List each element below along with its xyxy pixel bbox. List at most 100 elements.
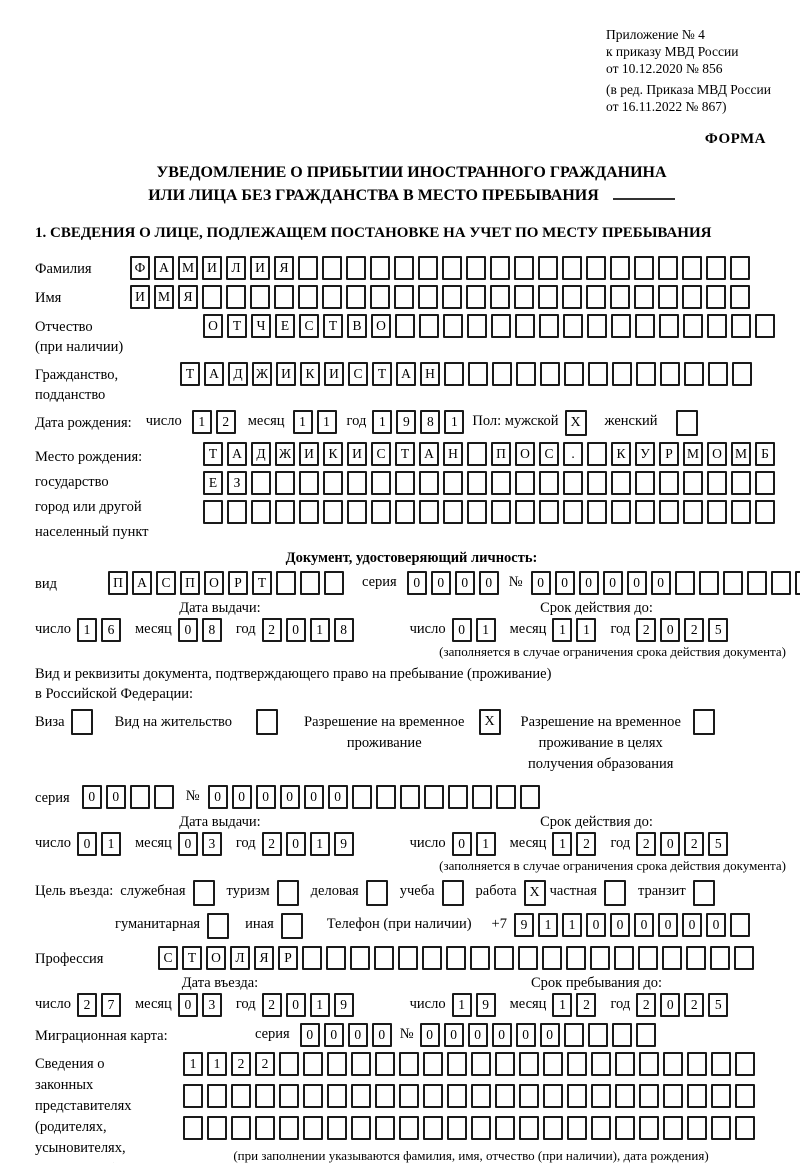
char-box[interactable] bbox=[395, 500, 415, 524]
char-box[interactable]: . bbox=[563, 442, 583, 466]
char-box[interactable] bbox=[442, 256, 462, 280]
char-box[interactable] bbox=[202, 285, 222, 309]
char-box[interactable]: М bbox=[178, 256, 198, 280]
char-box[interactable] bbox=[722, 571, 743, 595]
char-box[interactable]: 2 bbox=[261, 618, 282, 642]
char-box[interactable] bbox=[539, 471, 559, 495]
char-box[interactable]: О bbox=[515, 442, 535, 466]
char-box[interactable]: 0 bbox=[660, 993, 681, 1017]
char-box[interactable] bbox=[706, 256, 726, 280]
char-box[interactable]: 0 bbox=[443, 1023, 464, 1047]
purpose-transit-checkbox[interactable] bbox=[692, 880, 715, 906]
char-box[interactable] bbox=[539, 500, 559, 524]
char-box[interactable]: 0 bbox=[177, 618, 198, 642]
char-box[interactable] bbox=[183, 1084, 203, 1108]
char-box[interactable] bbox=[298, 256, 318, 280]
char-box[interactable]: О bbox=[203, 314, 223, 338]
char-box[interactable]: 1 bbox=[207, 1052, 227, 1076]
char-box[interactable] bbox=[492, 362, 512, 386]
char-box[interactable] bbox=[447, 785, 468, 809]
char-box[interactable]: 0 bbox=[451, 832, 472, 856]
char-box[interactable] bbox=[590, 946, 610, 970]
char-box[interactable]: М bbox=[683, 442, 703, 466]
char-box[interactable] bbox=[563, 500, 583, 524]
char-box[interactable]: 2 bbox=[576, 832, 597, 856]
char-box[interactable]: 0 bbox=[554, 571, 575, 595]
purpose-business-checkbox[interactable] bbox=[365, 880, 388, 906]
char-box[interactable] bbox=[729, 913, 750, 937]
char-box[interactable] bbox=[299, 471, 319, 495]
char-box[interactable]: 0 bbox=[347, 1023, 368, 1047]
char-box[interactable] bbox=[274, 285, 294, 309]
char-box[interactable]: О bbox=[206, 946, 226, 970]
char-box[interactable] bbox=[394, 256, 414, 280]
char-box[interactable] bbox=[658, 256, 678, 280]
char-box[interactable]: 1 bbox=[552, 832, 573, 856]
char-box[interactable] bbox=[491, 500, 511, 524]
char-box[interactable] bbox=[711, 1052, 731, 1076]
char-box[interactable] bbox=[471, 1052, 491, 1076]
char-box[interactable]: 9 bbox=[333, 993, 354, 1017]
char-box[interactable]: 2 bbox=[261, 993, 282, 1017]
char-box[interactable] bbox=[447, 1052, 467, 1076]
char-box[interactable] bbox=[634, 285, 654, 309]
char-box[interactable] bbox=[327, 1084, 347, 1108]
char-box[interactable]: С bbox=[348, 362, 368, 386]
char-box[interactable]: А bbox=[419, 442, 439, 466]
char-box[interactable]: 0 bbox=[371, 1023, 392, 1047]
char-box[interactable] bbox=[251, 471, 271, 495]
char-box[interactable]: 8 bbox=[333, 618, 354, 642]
char-box[interactable]: 1 bbox=[309, 993, 330, 1017]
char-box[interactable]: 0 bbox=[530, 571, 551, 595]
char-box[interactable] bbox=[611, 314, 631, 338]
char-box[interactable]: 0 bbox=[602, 571, 623, 595]
char-box[interactable] bbox=[447, 1084, 467, 1108]
char-box[interactable] bbox=[491, 471, 511, 495]
char-box[interactable] bbox=[563, 1023, 584, 1047]
char-box[interactable] bbox=[375, 1116, 395, 1140]
char-box[interactable]: 0 bbox=[451, 618, 472, 642]
char-box[interactable] bbox=[471, 1116, 491, 1140]
char-box[interactable] bbox=[300, 571, 320, 595]
char-box[interactable]: 1 bbox=[372, 410, 393, 434]
char-box[interactable] bbox=[326, 946, 346, 970]
char-box[interactable] bbox=[302, 946, 322, 970]
char-box[interactable]: 2 bbox=[261, 832, 282, 856]
char-box[interactable] bbox=[303, 1116, 323, 1140]
char-box[interactable] bbox=[755, 314, 775, 338]
char-box[interactable] bbox=[203, 500, 223, 524]
char-box[interactable]: П bbox=[108, 571, 128, 595]
visa-checkbox[interactable] bbox=[70, 709, 93, 735]
char-box[interactable]: 0 bbox=[419, 1023, 440, 1047]
char-box[interactable]: 0 bbox=[81, 785, 102, 809]
char-box[interactable] bbox=[794, 571, 800, 595]
char-box[interactable]: А bbox=[396, 362, 416, 386]
char-box[interactable]: 0 bbox=[660, 832, 681, 856]
char-box[interactable]: И bbox=[130, 285, 150, 309]
char-box[interactable]: 0 bbox=[539, 1023, 560, 1047]
char-box[interactable] bbox=[707, 471, 727, 495]
gender-female-checkbox[interactable] bbox=[675, 410, 698, 436]
char-box[interactable] bbox=[735, 1116, 755, 1140]
char-box[interactable] bbox=[495, 1052, 515, 1076]
char-box[interactable]: И bbox=[299, 442, 319, 466]
char-box[interactable]: А bbox=[204, 362, 224, 386]
char-box[interactable] bbox=[399, 1084, 419, 1108]
char-box[interactable] bbox=[542, 946, 562, 970]
char-box[interactable]: 0 bbox=[585, 913, 606, 937]
purpose-work-checkbox[interactable]: X bbox=[523, 880, 546, 906]
char-box[interactable] bbox=[324, 571, 344, 595]
char-box[interactable]: 2 bbox=[636, 832, 657, 856]
char-box[interactable]: В bbox=[347, 314, 367, 338]
char-box[interactable] bbox=[635, 471, 655, 495]
char-box[interactable] bbox=[635, 1023, 656, 1047]
char-box[interactable]: Т bbox=[252, 571, 272, 595]
char-box[interactable] bbox=[731, 471, 751, 495]
char-box[interactable]: 0 bbox=[626, 571, 647, 595]
char-box[interactable] bbox=[466, 285, 486, 309]
char-box[interactable] bbox=[730, 256, 750, 280]
char-box[interactable] bbox=[587, 442, 607, 466]
char-box[interactable]: З bbox=[227, 471, 247, 495]
gender-male-checkbox[interactable]: X bbox=[564, 410, 587, 436]
char-box[interactable] bbox=[615, 1116, 635, 1140]
